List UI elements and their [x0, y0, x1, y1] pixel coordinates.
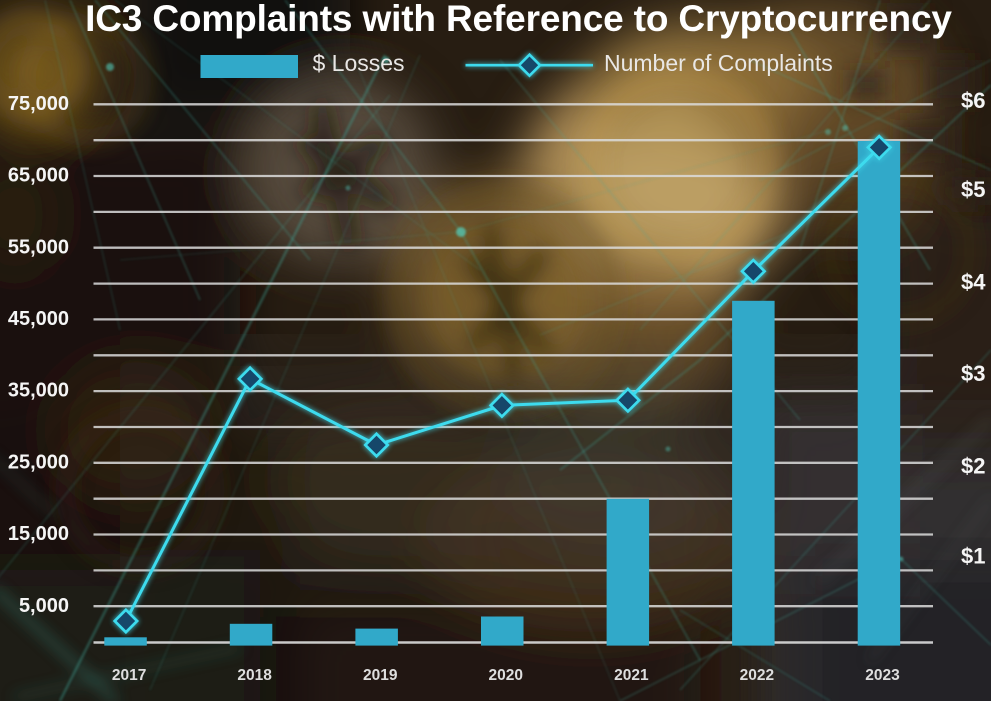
svg-text:15,000: 15,000 — [8, 523, 69, 545]
svg-text:$4: $4 — [961, 270, 986, 295]
svg-text:$5: $5 — [961, 177, 985, 202]
svg-text:2022: 2022 — [740, 667, 774, 684]
svg-text:2021: 2021 — [614, 667, 649, 684]
svg-text:2017: 2017 — [112, 667, 146, 684]
svg-text:$ Losses: $ Losses — [313, 50, 405, 76]
svg-text:Number of Complaints: Number of Complaints — [604, 50, 833, 76]
svg-text:25,000: 25,000 — [8, 451, 69, 473]
svg-text:2018: 2018 — [237, 667, 272, 684]
svg-text:45,000: 45,000 — [8, 308, 69, 330]
svg-text:55,000: 55,000 — [8, 236, 69, 258]
svg-text:35,000: 35,000 — [8, 380, 69, 402]
svg-text:$2: $2 — [961, 454, 985, 479]
svg-text:2020: 2020 — [489, 667, 523, 684]
svg-text:65,000: 65,000 — [8, 165, 69, 187]
svg-text:2019: 2019 — [363, 667, 398, 684]
svg-text:2023: 2023 — [865, 667, 900, 684]
svg-text:$1: $1 — [961, 544, 985, 569]
svg-text:$3: $3 — [961, 361, 985, 386]
svg-text:75,000: 75,000 — [8, 93, 69, 115]
svg-text:IC3 Complaints with Reference: IC3 Complaints with Reference to Cryptoc… — [85, 0, 952, 39]
svg-text:$6: $6 — [961, 88, 985, 113]
svg-text:5,000: 5,000 — [19, 595, 69, 617]
